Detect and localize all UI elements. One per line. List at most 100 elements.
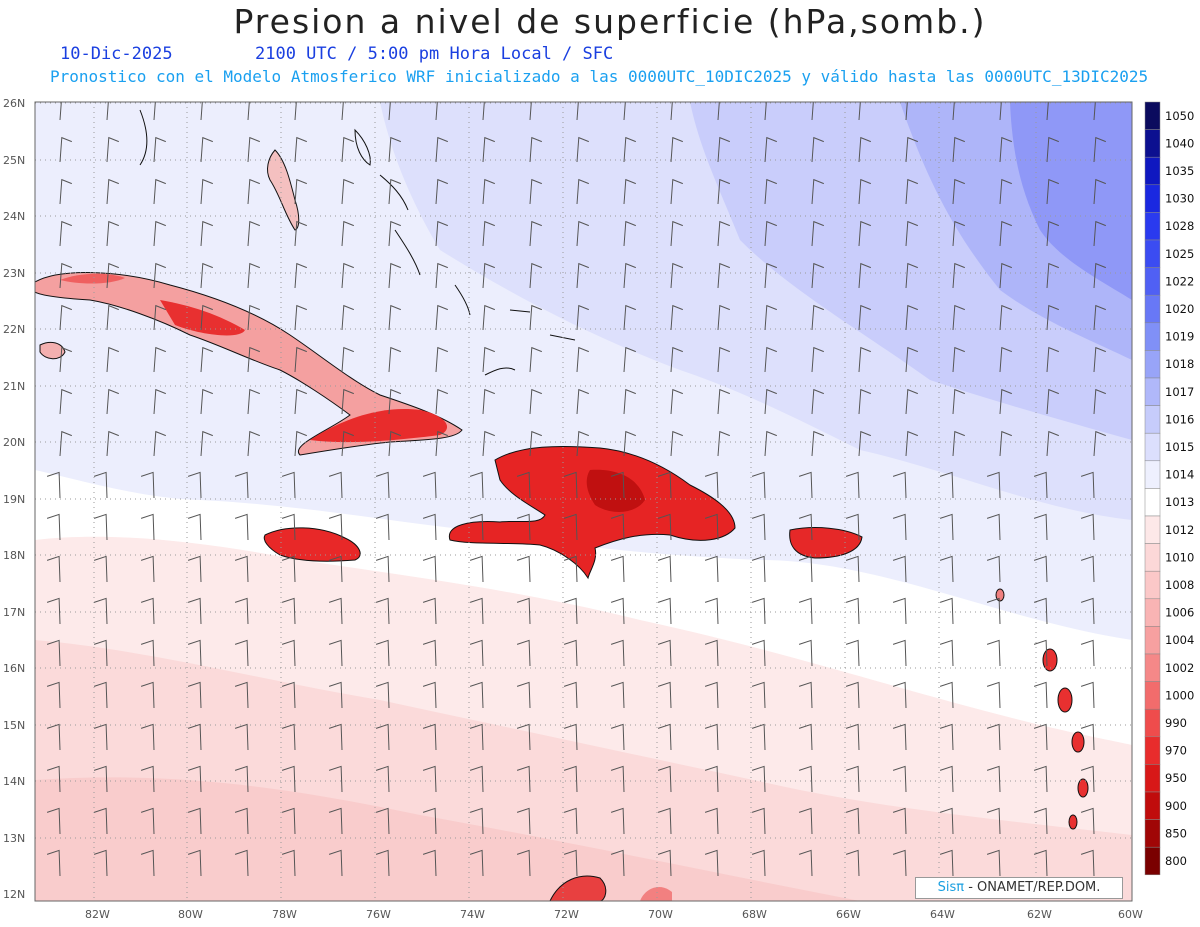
wind-barb (610, 681, 625, 709)
wind-barb (952, 388, 965, 415)
wind-barb (563, 471, 578, 499)
wind-barb (153, 102, 156, 121)
colorbar-label: 1004 (1165, 633, 1194, 647)
wind-barb (905, 388, 918, 415)
wind-barb (435, 102, 438, 121)
wind-barb (516, 849, 531, 877)
wind-barb (657, 471, 672, 499)
wind-barb (46, 849, 61, 877)
wind-barb (1093, 178, 1106, 205)
wind-barb (798, 723, 813, 751)
colorbar-label: 1017 (1165, 385, 1194, 399)
wind-barb (328, 765, 343, 793)
wind-barb (563, 639, 578, 667)
wind-barb (1046, 346, 1059, 373)
wind-barb (187, 471, 202, 499)
wind-barb (200, 430, 213, 457)
wind-barb (247, 346, 260, 373)
wind-barb (247, 136, 260, 163)
wind-barb (59, 220, 72, 247)
wind-barb (657, 807, 672, 835)
wind-barb (1080, 471, 1095, 499)
wind-barb (281, 681, 296, 709)
wind-barb (892, 681, 907, 709)
wind-barb (469, 513, 484, 541)
wind-barb (469, 639, 484, 667)
wind-barb (234, 555, 249, 583)
wind-barb (986, 849, 1001, 877)
wind-barb (187, 639, 202, 667)
wind-barb (858, 430, 871, 457)
wind-barb (845, 597, 860, 625)
wind-barb (341, 262, 354, 289)
wind-barb (858, 346, 871, 373)
wind-barb (375, 765, 390, 793)
lat-label: 25N (3, 154, 25, 167)
wind-barb (93, 471, 108, 499)
wind-barb (939, 765, 954, 793)
wind-barb (435, 388, 448, 415)
wind-barb (375, 723, 390, 751)
wind-barb (140, 555, 155, 583)
wind-barb (670, 304, 683, 331)
wind-barb (623, 388, 636, 415)
lat-label: 21N (3, 380, 25, 393)
wind-barb (986, 597, 1001, 625)
wind-barb (858, 262, 871, 289)
wind-barb (657, 723, 672, 751)
wind-barb (986, 513, 1001, 541)
colorbar-swatch (1144, 819, 1161, 848)
wind-barb (140, 471, 155, 499)
wind-barb (328, 597, 343, 625)
wind-barb (1080, 849, 1095, 877)
wind-barb (811, 262, 824, 289)
colorbar-swatch (1144, 101, 1161, 130)
wind-barb (939, 513, 954, 541)
colorbar-swatch (1144, 626, 1161, 655)
wind-barb (140, 513, 155, 541)
colorbar-swatch (1144, 322, 1161, 351)
wind-barb (187, 807, 202, 835)
wind-barb (516, 555, 531, 583)
colorbar-label: 1000 (1165, 688, 1194, 702)
forecast-subtitle: Pronostico con el Modelo Atmosferico WRF… (50, 67, 1149, 86)
wind-barb (341, 136, 354, 163)
wind-barb (341, 304, 354, 331)
wind-barb (93, 723, 108, 751)
wind-barb (623, 304, 636, 331)
wind-barb (281, 807, 296, 835)
colorbar-swatch (1144, 184, 1161, 213)
colorbar-swatch (1144, 764, 1161, 793)
wind-barb (999, 220, 1012, 247)
lat-label: 12N (3, 888, 25, 901)
wind-barb (764, 346, 777, 373)
wind-barb (845, 849, 860, 877)
wind-barb (892, 555, 907, 583)
wind-barb (845, 681, 860, 709)
wind-barb (234, 765, 249, 793)
wind-barb (281, 849, 296, 877)
wind-barb (563, 681, 578, 709)
wind-barb (469, 723, 484, 751)
colorbar-label: 1040 (1165, 136, 1194, 150)
lon-label: 76W (366, 908, 391, 921)
wind-barb (294, 262, 307, 289)
wind-barb (153, 346, 166, 373)
wind-barb (435, 136, 448, 163)
wind-barb (281, 471, 296, 499)
colorbar-swatch (1144, 377, 1161, 406)
lon-label: 66W (836, 908, 861, 921)
wind-barb (905, 262, 918, 289)
wind-barb (1033, 849, 1048, 877)
wind-barb (516, 471, 531, 499)
wind-barb (576, 220, 589, 247)
wind-barb (1093, 346, 1106, 373)
wind-barb (845, 807, 860, 835)
wind-barb (341, 102, 344, 121)
wind-barb (422, 681, 437, 709)
wind-barb (704, 471, 719, 499)
wind-barb (46, 765, 61, 793)
wind-barb (623, 220, 636, 247)
wind-barb (764, 220, 777, 247)
wind-barb (422, 471, 437, 499)
